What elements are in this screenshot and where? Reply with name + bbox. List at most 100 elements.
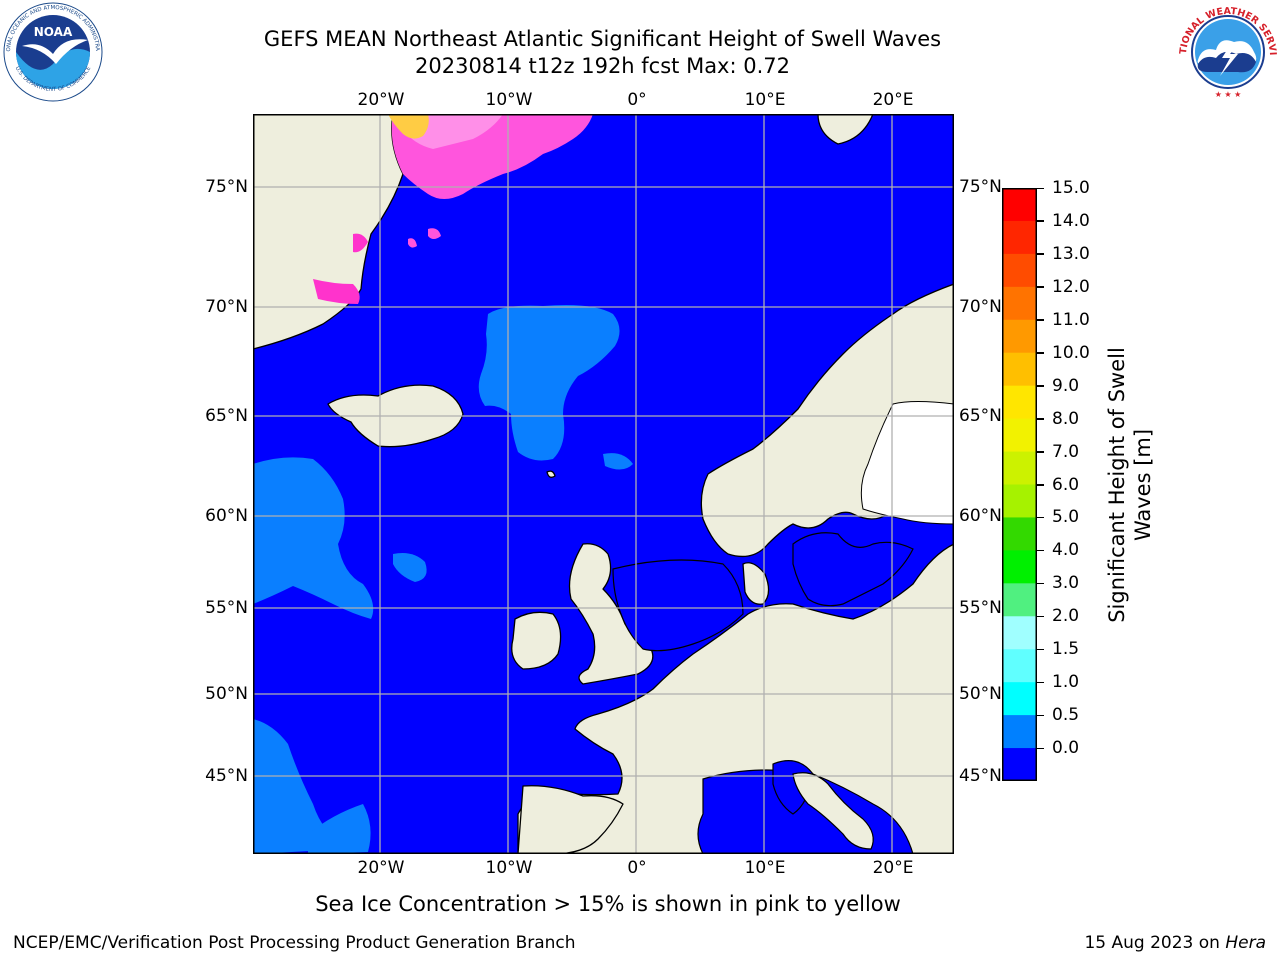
colorbar-tick-mark bbox=[1037, 681, 1044, 684]
colorbar-band bbox=[1002, 550, 1037, 584]
lat-tick-left-55n: 55°N bbox=[205, 598, 248, 618]
colorbar-tick-mark bbox=[1037, 253, 1044, 255]
colorbar-tick-label: 5.0 bbox=[1052, 507, 1080, 528]
colorbar-tick-mark bbox=[1037, 352, 1044, 354]
colorbar-tick-label: 4.0 bbox=[1052, 540, 1080, 561]
colorbar-band bbox=[1002, 253, 1037, 288]
colorbar-tick-label: 8.0 bbox=[1052, 408, 1080, 429]
colorbar-band bbox=[1002, 319, 1037, 354]
map-panel bbox=[252, 113, 955, 855]
lat-tick-left-45n: 45°N bbox=[205, 766, 248, 786]
colorbar-band bbox=[1002, 517, 1037, 551]
colorbar bbox=[1002, 188, 1037, 782]
colorbar-tick-mark bbox=[1037, 516, 1044, 519]
colorbar-tick-label: 1.5 bbox=[1052, 639, 1080, 660]
colorbar-tick-label: 6.0 bbox=[1052, 474, 1080, 495]
colorbar-tick-mark bbox=[1037, 187, 1044, 189]
nws-logo: NATIONAL WEATHER SERVICE ★ ★ ★ bbox=[1168, 0, 1280, 104]
sea-ice-note: Sea Ice Concentration > 15% is shown in … bbox=[315, 892, 901, 916]
colorbar-tick-label: 11.0 bbox=[1052, 309, 1090, 330]
colorbar-tick-label: 14.0 bbox=[1052, 210, 1090, 231]
svg-text:★ ★ ★: ★ ★ ★ bbox=[1215, 90, 1242, 99]
lat-tick-right-45n: 45°N bbox=[959, 766, 1002, 786]
colorbar-band bbox=[1002, 188, 1037, 222]
lon-tick-top-20e: 20°E bbox=[872, 90, 914, 110]
lat-tick-right-75n: 75°N bbox=[959, 177, 1002, 197]
lat-tick-left-70n: 70°N bbox=[205, 297, 248, 317]
sweden-nodata bbox=[860, 401, 955, 525]
lon-tick-top-0: 0° bbox=[627, 90, 647, 110]
colorbar-band bbox=[1002, 385, 1037, 420]
colorbar-band bbox=[1002, 682, 1037, 716]
colorbar-tick-label: 1.0 bbox=[1052, 672, 1080, 693]
colorbar-tick-label: 7.0 bbox=[1052, 441, 1080, 462]
colorbar-bands bbox=[1002, 188, 1037, 782]
colorbar-tick-mark bbox=[1037, 385, 1044, 387]
colorbar-title: Significant Height of Swell Waves [m] bbox=[1100, 330, 1160, 640]
colorbar-tick-label: 15.0 bbox=[1052, 178, 1090, 198]
svg-text:Significant Height of Swell: Significant Height of Swell bbox=[1105, 347, 1129, 623]
colorbar-band bbox=[1002, 220, 1037, 255]
colorbar-band bbox=[1002, 649, 1037, 683]
sea-ice-area bbox=[313, 114, 593, 304]
map-title: GEFS MEAN Northeast Atlantic Significant… bbox=[263, 27, 942, 51]
colorbar-tick-mark bbox=[1037, 714, 1044, 717]
map-border bbox=[253, 114, 954, 854]
lat-tick-left-60n: 60°N bbox=[205, 506, 248, 526]
colorbar-tick-label: 3.0 bbox=[1052, 573, 1080, 594]
graticule bbox=[253, 114, 954, 854]
lat-tick-right-50n: 50°N bbox=[959, 684, 1002, 704]
colorbar-tick-mark bbox=[1037, 615, 1044, 618]
lon-tick-top-10w: 10°W bbox=[485, 90, 533, 110]
colorbar-tick-mark bbox=[1037, 451, 1044, 453]
colorbar-tick-mark bbox=[1037, 220, 1044, 222]
swell-height-map bbox=[252, 113, 955, 855]
lon-tick-bottom-20w: 20°W bbox=[357, 858, 405, 878]
lon-tick-bottom-10w: 10°W bbox=[485, 858, 533, 878]
colorbar-band bbox=[1002, 451, 1037, 486]
svg-text:Waves [m]: Waves [m] bbox=[1131, 429, 1155, 541]
svg-text:NOAA: NOAA bbox=[34, 25, 73, 39]
noaa-logo: NOAA NATIONAL OCEANIC AND ATMOSPHERIC AD… bbox=[0, 0, 108, 104]
lon-tick-bottom-10e: 10°E bbox=[744, 858, 786, 878]
colorbar-tick-label: 9.0 bbox=[1052, 375, 1080, 396]
colorbar-tick-label: 10.0 bbox=[1052, 342, 1090, 363]
colorbar-tick-mark bbox=[1037, 549, 1044, 552]
lat-tick-left-50n: 50°N bbox=[205, 684, 248, 704]
colorbar-tick-label: 0.5 bbox=[1052, 705, 1080, 726]
colorbar-band bbox=[1002, 352, 1037, 387]
colorbar-tick-label: 0.0 bbox=[1052, 738, 1080, 759]
colorbar-band bbox=[1002, 748, 1037, 782]
colorbar-tick-label: 12.0 bbox=[1052, 276, 1090, 297]
colorbar-band bbox=[1002, 418, 1037, 453]
map-subtitle: 20230814 t12z 192h fcst Max: 0.72 bbox=[415, 54, 790, 78]
colorbar-band bbox=[1002, 616, 1037, 650]
colorbar-band bbox=[1002, 484, 1037, 519]
swell-patches bbox=[253, 305, 633, 854]
colorbar-tick-mark bbox=[1037, 484, 1044, 486]
lon-tick-bottom-0: 0° bbox=[627, 858, 647, 878]
colorbar-tick-mark bbox=[1037, 582, 1044, 585]
lat-tick-right-60n: 60°N bbox=[959, 506, 1002, 526]
lon-tick-top-10e: 10°E bbox=[744, 90, 786, 110]
lat-tick-right-55n: 55°N bbox=[959, 598, 1002, 618]
footer-date-text: 15 Aug 2023 on bbox=[1084, 933, 1226, 953]
colorbar-band bbox=[1002, 715, 1037, 749]
lat-tick-right-65n: 65°N bbox=[959, 406, 1002, 426]
lon-tick-bottom-20e: 20°E bbox=[872, 858, 914, 878]
colorbar-band bbox=[1002, 286, 1037, 321]
italy-land bbox=[792, 772, 874, 850]
colorbar-tick-mark bbox=[1037, 418, 1044, 420]
colorbar-tick-mark bbox=[1037, 286, 1044, 288]
colorbar-tick-label: 2.0 bbox=[1052, 606, 1080, 627]
colorbar-tick-label: 13.0 bbox=[1052, 243, 1090, 264]
colorbar-tick-mark bbox=[1037, 319, 1044, 321]
lat-tick-left-65n: 65°N bbox=[205, 406, 248, 426]
colorbar-band bbox=[1002, 583, 1037, 617]
lat-tick-right-70n: 70°N bbox=[959, 297, 1002, 317]
colorbar-tick-mark bbox=[1037, 747, 1044, 750]
lat-tick-left-75n: 75°N bbox=[205, 177, 248, 197]
colorbar-tick-mark bbox=[1037, 648, 1044, 651]
footer-date: 15 Aug 2023 on Hera bbox=[1084, 932, 1266, 954]
lon-tick-top-20w: 20°W bbox=[357, 90, 405, 110]
